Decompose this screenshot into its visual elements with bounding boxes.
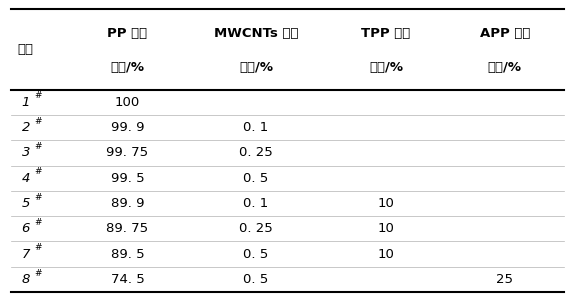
Text: MWCNTs 质量: MWCNTs 质量	[214, 27, 298, 40]
Text: 0. 1: 0. 1	[243, 121, 268, 134]
Text: 2: 2	[22, 121, 30, 134]
Text: 8: 8	[22, 273, 30, 286]
Text: #: #	[34, 142, 42, 151]
Text: #: #	[34, 218, 42, 227]
Text: 5: 5	[22, 197, 30, 210]
Text: 分数/%: 分数/%	[239, 61, 273, 73]
Text: 6: 6	[22, 222, 30, 235]
Text: 74. 5: 74. 5	[111, 273, 144, 286]
Text: 99. 9: 99. 9	[111, 121, 144, 134]
Text: PP 质量: PP 质量	[108, 27, 148, 40]
Text: TPP 质量: TPP 质量	[361, 27, 410, 40]
Text: #: #	[34, 92, 42, 101]
Text: 分数/%: 分数/%	[369, 61, 403, 73]
Text: 0. 1: 0. 1	[243, 197, 268, 210]
Text: 89. 5: 89. 5	[111, 247, 144, 261]
Text: 0. 25: 0. 25	[239, 222, 273, 235]
Text: #: #	[34, 193, 42, 202]
Text: APP 质量: APP 质量	[480, 27, 530, 40]
Text: 0. 5: 0. 5	[243, 273, 268, 286]
Text: 0. 5: 0. 5	[243, 172, 268, 185]
Text: 分数/%: 分数/%	[111, 61, 145, 73]
Text: 3: 3	[22, 146, 30, 160]
Text: 10: 10	[377, 222, 394, 235]
Text: 0. 25: 0. 25	[239, 146, 273, 160]
Text: 89. 9: 89. 9	[111, 197, 144, 210]
Text: 10: 10	[377, 197, 394, 210]
Text: 1: 1	[22, 96, 30, 109]
Text: #: #	[34, 167, 42, 176]
Text: 25: 25	[496, 273, 514, 286]
Text: 分数/%: 分数/%	[488, 61, 522, 73]
Text: 0. 5: 0. 5	[243, 247, 268, 261]
Text: #: #	[34, 117, 42, 126]
Text: 99. 5: 99. 5	[111, 172, 144, 185]
Text: 89. 75: 89. 75	[107, 222, 149, 235]
Text: #: #	[34, 243, 42, 252]
Text: 100: 100	[115, 96, 140, 109]
Text: #: #	[34, 268, 42, 278]
Text: 10: 10	[377, 247, 394, 261]
Text: 7: 7	[22, 247, 30, 261]
Text: 4: 4	[22, 172, 30, 185]
Text: 99. 75: 99. 75	[107, 146, 149, 160]
Text: 样品: 样品	[17, 43, 33, 56]
